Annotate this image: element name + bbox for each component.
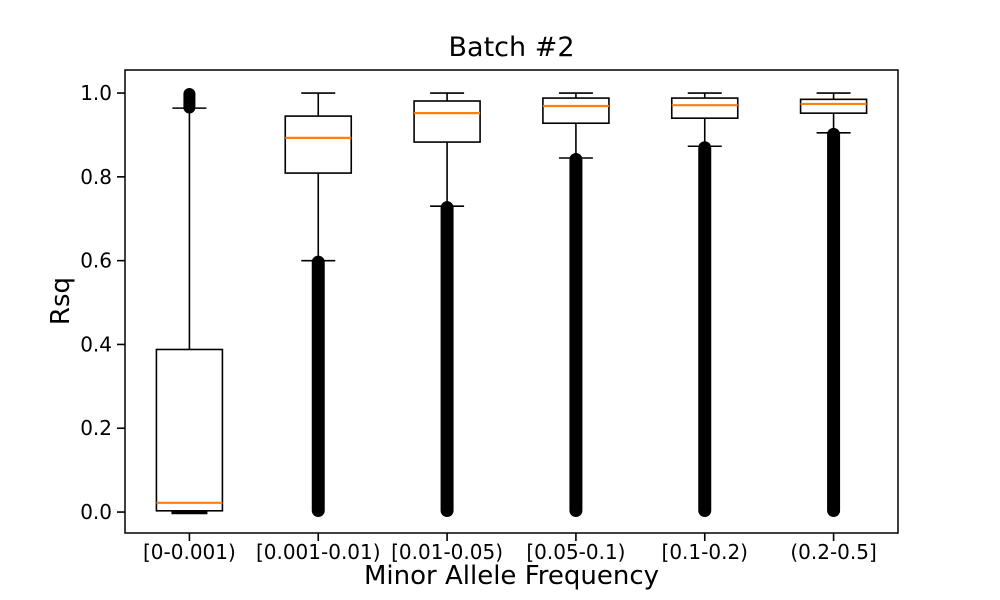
low-outlier-cluster: [569, 152, 583, 518]
low-outlier-cluster: [440, 201, 454, 518]
iqr-box: [284, 115, 353, 174]
box-[0.01-0.05): [413, 92, 481, 518]
iqr-box: [799, 98, 868, 114]
x-tick-label: [0.01-0.05): [391, 540, 503, 564]
box-(0.2-0.5]: [799, 92, 868, 518]
x-tick-label: (0.2-0.5]: [790, 540, 876, 564]
y-tick-label: 0.0: [80, 500, 112, 524]
y-tick-label: 0.6: [80, 249, 112, 273]
y-tick-label: 0.4: [80, 332, 112, 356]
box-[0-0.001): [155, 88, 224, 515]
low-outlier-cluster: [698, 141, 712, 518]
y-tick-label: 0.8: [80, 165, 112, 189]
y-tick-label: 1.0: [80, 81, 112, 105]
iqr-box: [155, 348, 224, 512]
iqr-box: [542, 97, 610, 125]
y-tick-label: 0.2: [80, 416, 112, 440]
x-tick-label: [0.05-0.1): [526, 540, 625, 564]
x-tick-label: [0.1-0.2): [662, 540, 748, 564]
box-[0.001-0.01): [284, 92, 353, 518]
x-tick-label: [0-0.001): [143, 540, 236, 564]
high-outlier-cluster: [183, 88, 196, 114]
iqr-box: [670, 97, 739, 119]
low-outlier-cluster: [311, 255, 325, 518]
low-outlier-cluster: [827, 127, 841, 518]
iqr-box: [413, 100, 481, 143]
box-[0.1-0.2): [670, 92, 739, 518]
x-tick-label: [0.001-0.01): [256, 540, 381, 564]
chart-title: Batch #2: [448, 32, 575, 63]
x-axis-label: Minor Allele Frequency: [363, 561, 660, 591]
plot-frame: [124, 69, 899, 534]
box-[0.05-0.1): [542, 92, 610, 518]
